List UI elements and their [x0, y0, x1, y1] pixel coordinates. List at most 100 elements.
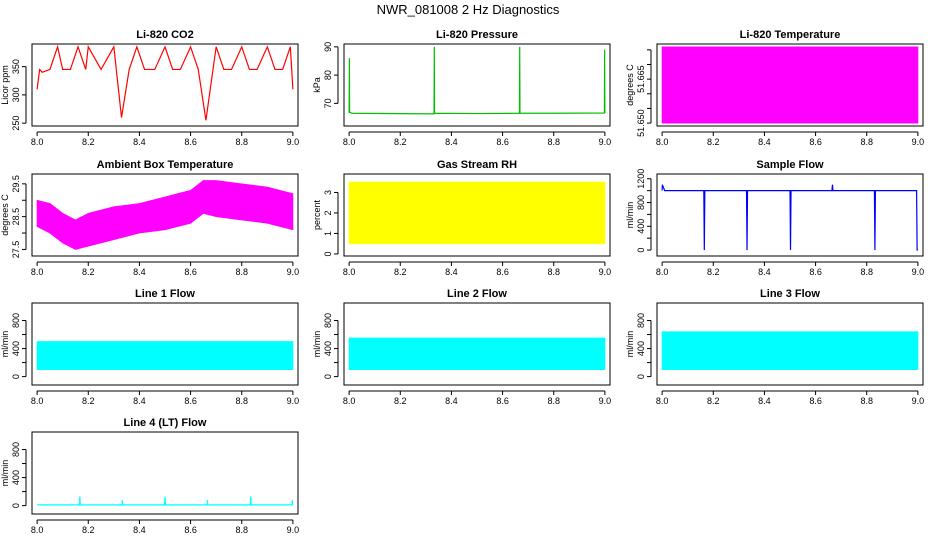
x-tick-label: 8.6: [184, 525, 197, 535]
x-tick-label: 8.2: [707, 137, 720, 147]
x-tick-label: 9.0: [912, 396, 925, 406]
x-tick-label: 8.0: [31, 137, 44, 147]
plot-frame: [31, 302, 299, 386]
x-tick-label: 9.0: [912, 137, 925, 147]
y-axis-label: ml/min: [625, 331, 635, 358]
plot-frame: [31, 43, 299, 127]
x-tick-label: 8.2: [82, 137, 95, 147]
x-tick-label: 8.8: [547, 396, 560, 406]
plot-frame: [656, 173, 924, 257]
chart-title: Line 2 Flow: [447, 288, 507, 300]
x-tick-label: 8.6: [809, 396, 822, 406]
x-tick-label: 8.4: [758, 267, 771, 277]
x-tick-label: 8.4: [133, 267, 146, 277]
y-tick-label: 400: [11, 470, 21, 485]
y-tick-label: 51.665: [636, 65, 646, 93]
x-tick-label: 8.6: [184, 137, 197, 147]
y-tick-label: 400: [636, 341, 646, 356]
x-tick-label: 8.8: [547, 267, 560, 277]
y-axis-label: degrees C: [625, 64, 635, 106]
x-tick-label: 8.2: [394, 396, 407, 406]
x-tick-label: 8.0: [343, 137, 356, 147]
y-tick-label: 51.650: [636, 109, 646, 137]
x-tick-label: 8.0: [656, 137, 669, 147]
x-tick-label: 8.8: [235, 396, 248, 406]
chart-title: Ambient Box Temperature: [97, 159, 234, 171]
x-tick-label: 8.2: [82, 525, 95, 535]
x-tick-label: 8.6: [496, 137, 509, 147]
y-tick-label: 0: [636, 374, 646, 379]
x-tick-label: 8.4: [445, 267, 458, 277]
chart-panel-ambient: Ambient Box Temperature 8.0 8.2 8.4 8.6 8.8 9.…: [0, 159, 299, 277]
plot-frame: [31, 173, 299, 257]
chart-title: Line 4 (LT) Flow: [124, 417, 207, 429]
y-axis-label: Licor ppm: [0, 65, 10, 105]
x-tick-label: 8.0: [343, 267, 356, 277]
plot-frame: [656, 302, 924, 386]
x-tick-label: 9.0: [287, 267, 300, 277]
x-tick-label: 8.6: [809, 267, 822, 277]
chart-title: Li-820 Temperature: [740, 29, 841, 41]
y-tick-label: 80: [323, 70, 333, 80]
x-tick-label: 8.2: [82, 267, 95, 277]
x-tick-label: 8.0: [31, 267, 44, 277]
x-tick-label: 8.6: [809, 137, 822, 147]
y-axis-label: ml/min: [625, 202, 635, 229]
x-tick-label: 8.6: [496, 396, 509, 406]
y-tick-label: 800: [636, 195, 646, 210]
y-tick-label: 0: [11, 503, 21, 508]
y-tick-label: 1200: [636, 169, 646, 189]
x-tick-label: 8.8: [860, 396, 873, 406]
y-tick-label: 1: [323, 231, 333, 236]
x-tick-label: 8.6: [496, 267, 509, 277]
series-line: [348, 46, 606, 115]
x-tick-label: 8.0: [31, 525, 44, 535]
y-tick-label: 29.5: [11, 175, 21, 193]
y-tick-label: 350: [11, 59, 21, 74]
y-axis-label: ml/min: [0, 331, 10, 358]
x-tick-label: 8.4: [758, 137, 771, 147]
chart-panel-line3: Line 3 Flow 8.0 8.2 8.4 8.6 8.8 9.0 0 400 800ml/m…: [625, 288, 924, 406]
y-tick-label: 250: [11, 116, 21, 131]
y-axis-label: kPa: [312, 77, 322, 93]
x-tick-label: 8.0: [343, 396, 356, 406]
x-tick-label: 8.2: [707, 396, 720, 406]
y-tick-label: 800: [323, 313, 333, 328]
chart-panel-line4: Line 4 (LT) Flow 8.0 8.2 8.4 8.6 8.8 9.0 0 400 80…: [0, 417, 299, 535]
y-tick-label: 400: [323, 341, 333, 356]
x-tick-label: 8.4: [133, 137, 146, 147]
y-tick-label: 300: [11, 87, 21, 102]
x-tick-label: 9.0: [599, 137, 612, 147]
chart-panel-pressure: Li-820 Pressure 8.0 8.2 8.4 8.6 8.8 9.0 70 80 90 k…: [312, 29, 611, 147]
chart-title: Gas Stream RH: [437, 159, 517, 171]
chart-title: Li-820 Pressure: [436, 29, 518, 41]
x-tick-label: 8.8: [547, 137, 560, 147]
x-tick-label: 9.0: [287, 137, 300, 147]
x-tick-label: 8.8: [860, 137, 873, 147]
y-tick-label: 90: [323, 42, 333, 52]
x-tick-label: 8.4: [758, 396, 771, 406]
series-band: [348, 337, 606, 370]
x-tick-label: 8.6: [184, 396, 197, 406]
y-tick-label: 800: [11, 313, 21, 328]
y-tick-label: 0: [323, 374, 333, 379]
y-axis-label: degrees C: [0, 194, 10, 236]
y-tick-label: 400: [636, 219, 646, 234]
plot-frame: [343, 43, 611, 127]
chart-panel-temperature: Li-820 Temperature 8.0 8.2 8.4 8.6 8.8 9.0 51.6…: [625, 29, 924, 147]
x-tick-label: 8.2: [394, 267, 407, 277]
y-tick-label: 3: [323, 190, 333, 195]
x-tick-label: 9.0: [599, 267, 612, 277]
figure-suptitle: NWR_081008 2 Hz Diagnostics: [377, 2, 560, 17]
chart-panel-line2: Line 2 Flow 8.0 8.2 8.4 8.6 8.8 9.0 0 400 800ml/m…: [312, 288, 611, 406]
x-tick-label: 8.8: [235, 525, 248, 535]
x-tick-label: 9.0: [599, 396, 612, 406]
x-tick-label: 8.4: [445, 137, 458, 147]
chart-panel-rh: Gas Stream RH 8.0 8.2 8.4 8.6 8.8 9.0 0 1 2 3perce…: [312, 159, 611, 277]
x-tick-label: 8.0: [31, 396, 44, 406]
y-tick-label: 0: [323, 251, 333, 256]
chart-title: Line 3 Flow: [760, 288, 820, 300]
series-band: [36, 341, 294, 370]
y-tick-label: 2: [323, 210, 333, 215]
